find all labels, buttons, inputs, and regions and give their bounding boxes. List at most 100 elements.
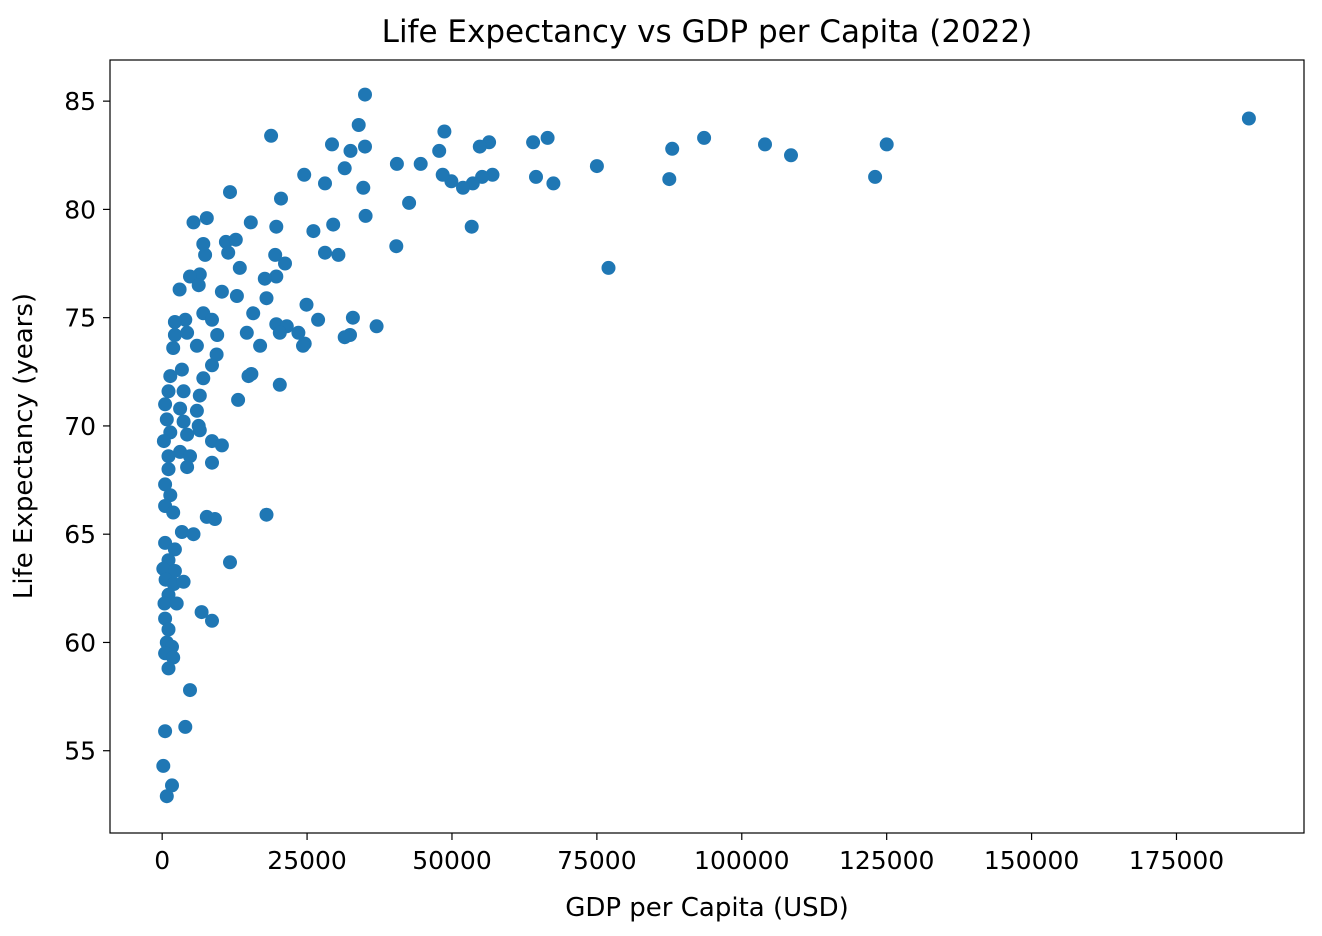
data-point bbox=[173, 401, 188, 416]
data-point bbox=[196, 371, 211, 386]
x-tick-label: 175000 bbox=[1129, 846, 1224, 875]
data-point bbox=[192, 423, 207, 438]
data-point bbox=[205, 455, 219, 470]
data-point bbox=[358, 208, 373, 223]
data-point bbox=[199, 211, 214, 226]
data-point bbox=[437, 124, 452, 139]
data-point bbox=[306, 224, 321, 239]
data-point bbox=[413, 156, 428, 171]
y-tick-label: 80 bbox=[64, 195, 96, 224]
data-point bbox=[163, 488, 178, 503]
data-point bbox=[189, 403, 204, 418]
data-point bbox=[180, 460, 195, 475]
data-point bbox=[540, 130, 555, 145]
data-point bbox=[472, 139, 487, 154]
data-point bbox=[269, 219, 284, 234]
y-tick-label: 85 bbox=[64, 87, 96, 116]
data-point bbox=[246, 306, 261, 321]
data-point bbox=[158, 397, 173, 412]
data-point bbox=[223, 185, 237, 200]
data-point bbox=[183, 683, 197, 698]
data-point bbox=[223, 555, 237, 570]
data-point bbox=[351, 118, 366, 132]
y-tick-label: 55 bbox=[64, 737, 96, 766]
data-point bbox=[311, 312, 326, 327]
data-point bbox=[868, 169, 883, 184]
data-point bbox=[178, 719, 193, 734]
x-tick-label: 50000 bbox=[412, 846, 492, 875]
data-point bbox=[167, 315, 182, 329]
data-point bbox=[345, 310, 360, 325]
data-point bbox=[601, 260, 616, 275]
data-point bbox=[214, 438, 229, 453]
data-point bbox=[183, 269, 197, 284]
data-point bbox=[169, 596, 184, 611]
data-point bbox=[356, 180, 371, 195]
data-point bbox=[157, 596, 172, 611]
data-point bbox=[389, 239, 404, 254]
data-point bbox=[207, 512, 222, 526]
plot-spines bbox=[109, 59, 1305, 834]
data-point bbox=[209, 347, 224, 362]
data-point bbox=[156, 434, 171, 449]
data-point bbox=[231, 392, 246, 407]
data-point bbox=[662, 172, 677, 187]
axes-layer bbox=[109, 59, 1305, 834]
x-tick-label: 75000 bbox=[557, 846, 637, 875]
x-axis-label: GDP per Capita (USD) bbox=[565, 893, 849, 923]
data-point bbox=[464, 219, 479, 234]
data-point bbox=[176, 384, 191, 399]
x-tick-label: 0 bbox=[154, 846, 170, 875]
data-point bbox=[243, 215, 258, 230]
data-point bbox=[198, 247, 213, 262]
data-point bbox=[278, 256, 292, 271]
data-point bbox=[264, 128, 279, 143]
data-point bbox=[186, 527, 201, 542]
data-point bbox=[318, 245, 332, 260]
data-point bbox=[159, 412, 174, 427]
data-point bbox=[228, 232, 243, 247]
data-point bbox=[167, 542, 182, 557]
data-point bbox=[166, 505, 181, 520]
data-point bbox=[186, 215, 201, 230]
data-point bbox=[174, 362, 189, 377]
x-tick-label: 125000 bbox=[839, 846, 934, 875]
data-point bbox=[435, 167, 450, 182]
chart-title: Life Expectancy vs GDP per Capita (2022) bbox=[382, 14, 1033, 50]
data-point bbox=[166, 341, 181, 355]
data-point bbox=[546, 176, 561, 191]
y-tick-label: 70 bbox=[64, 412, 96, 441]
data-point bbox=[784, 148, 798, 163]
data-point bbox=[326, 217, 341, 232]
data-point bbox=[331, 247, 346, 262]
x-tick-label: 150000 bbox=[984, 846, 1079, 875]
x-tick-label: 100000 bbox=[694, 846, 789, 875]
data-point bbox=[268, 247, 283, 262]
data-point bbox=[167, 564, 182, 578]
ticks-layer: 0 25000 50000 75000 100000 125000 150000 175000… bbox=[64, 87, 1224, 875]
data-point bbox=[210, 328, 225, 342]
y-tick-label: 75 bbox=[64, 304, 96, 333]
data-point bbox=[189, 338, 204, 353]
data-point bbox=[183, 449, 197, 464]
data-point bbox=[161, 462, 176, 477]
data-point bbox=[221, 245, 236, 260]
data-point bbox=[167, 328, 182, 342]
data-point bbox=[485, 167, 500, 182]
data-point bbox=[196, 237, 211, 251]
data-point bbox=[272, 377, 287, 392]
data-point bbox=[161, 622, 176, 637]
data-point bbox=[180, 427, 195, 442]
data-point bbox=[589, 159, 604, 174]
data-point bbox=[178, 312, 193, 327]
data-point bbox=[456, 180, 470, 195]
data-point bbox=[194, 605, 209, 620]
data-point bbox=[318, 176, 332, 191]
data-point bbox=[205, 358, 219, 373]
data-point bbox=[269, 269, 284, 284]
data-point bbox=[180, 325, 195, 340]
data-point bbox=[291, 325, 306, 340]
y-tick-label: 60 bbox=[64, 628, 96, 657]
data-point bbox=[325, 137, 339, 152]
